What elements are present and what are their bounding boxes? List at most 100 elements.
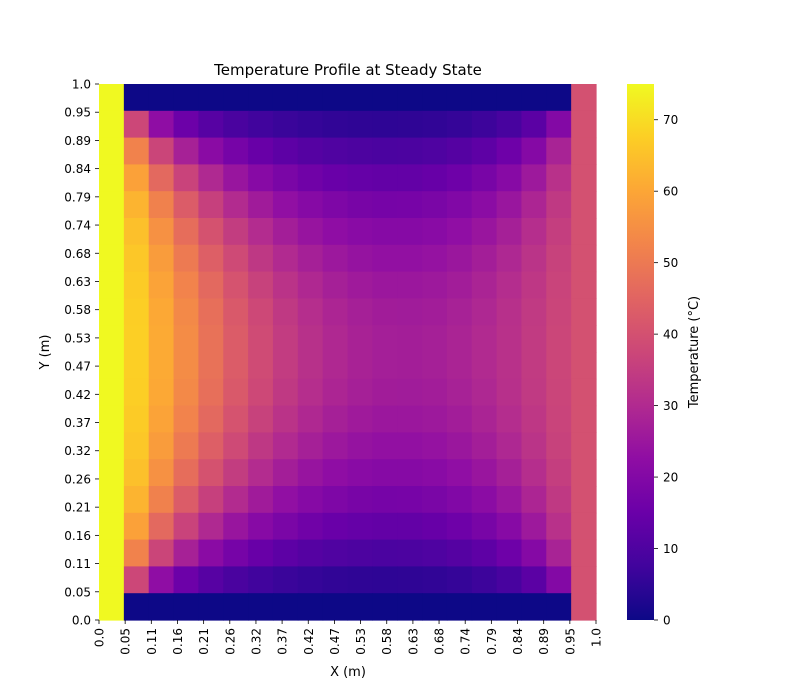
heatmap-cell (372, 486, 398, 514)
heatmap-cell (173, 84, 199, 112)
heatmap-cell (546, 352, 572, 380)
heatmap-cell (422, 164, 448, 192)
heatmap-cell (272, 271, 299, 299)
heatmap-cell (148, 271, 175, 299)
heatmap-cell (496, 164, 523, 192)
heatmap-cell (546, 405, 572, 433)
heatmap-cell (397, 405, 423, 433)
heatmap-cell (123, 566, 150, 594)
heatmap-cell (546, 191, 572, 219)
y-tick-label: 0.16 (64, 529, 91, 543)
heatmap-cell (521, 298, 547, 326)
heatmap-cell (496, 593, 523, 621)
heatmap-cell (272, 298, 299, 326)
heatmap-cell (173, 137, 199, 165)
heatmap-cell (521, 432, 547, 460)
heatmap-cell (422, 459, 448, 487)
heatmap-cell (223, 405, 249, 433)
heatmap-cell (571, 191, 597, 219)
heatmap-cell (521, 378, 547, 407)
heatmap-cell (422, 405, 448, 433)
heatmap-cell (446, 405, 473, 433)
heatmap-cell (496, 352, 523, 380)
heatmap-cell (521, 405, 547, 433)
heatmap-cell (546, 539, 572, 567)
x-tick-label: 0.0 (93, 628, 107, 647)
heatmap-cell (372, 405, 398, 433)
heatmap-cell (123, 110, 150, 139)
heatmap-cell (198, 218, 224, 246)
heatmap-cell (521, 244, 547, 273)
heatmap-cell (99, 539, 125, 567)
heatmap-cell (272, 84, 299, 112)
heatmap-cell (471, 378, 498, 407)
heatmap-cell (297, 432, 324, 460)
heatmap-cell (99, 271, 125, 299)
heatmap-cell (397, 432, 423, 460)
heatmap-cell (496, 271, 523, 299)
heatmap-cell (347, 271, 373, 299)
heatmap-cell (248, 378, 274, 407)
heatmap-cell (546, 593, 572, 621)
heatmap-cell (297, 566, 324, 594)
heatmap-cell (99, 244, 125, 273)
heatmap-cell (322, 110, 349, 139)
heatmap-cell (496, 84, 523, 112)
heatmap-cell (272, 137, 299, 165)
heatmap-cell (322, 405, 349, 433)
heatmap-cell (248, 110, 274, 139)
heatmap-cell (223, 486, 249, 514)
heatmap-cell (571, 164, 597, 192)
heatmap-cell (446, 271, 473, 299)
heatmap-cell (347, 486, 373, 514)
heatmap-cell (248, 244, 274, 273)
heatmap-cell (422, 352, 448, 380)
x-tick-label: 0.32 (249, 628, 263, 655)
heatmap-cell (198, 298, 224, 326)
heatmap-cell (322, 191, 349, 219)
heatmap-cell (173, 271, 199, 299)
heatmap-cell (99, 137, 125, 165)
heatmap-cell (422, 110, 448, 139)
heatmap-cell (123, 271, 150, 299)
y-tick-label: 0.79 (64, 190, 91, 204)
heatmap-cell (322, 218, 349, 246)
heatmap-cell (272, 110, 299, 139)
heatmap-cell (372, 164, 398, 192)
heatmap-cell (272, 191, 299, 219)
heatmap-cell (148, 218, 175, 246)
y-axis-ticks: 0.0 0.05 0.11 0.16 0.21 0.26 0.32 0.37 0.42 0.47 0… (64, 78, 99, 628)
heatmap-cell (99, 164, 125, 192)
heatmap-cell (521, 271, 547, 299)
heatmap-cell (148, 512, 175, 541)
heatmap-cell (446, 432, 473, 460)
heatmap-cell (248, 84, 274, 112)
heatmap-cell (198, 84, 224, 112)
heatmap-cell (123, 352, 150, 380)
heatmap-cell (223, 593, 249, 621)
y-tick-label: 0.63 (64, 275, 91, 289)
y-tick-label: 1.0 (72, 78, 91, 92)
colorbar-label: Temperature (°C) (687, 296, 702, 409)
heatmap-cell (571, 218, 597, 246)
heatmap-cell (272, 459, 299, 487)
heatmap-cell (173, 110, 199, 139)
heatmap-cell (322, 593, 349, 621)
heatmap-cell (322, 137, 349, 165)
heatmap-cell (99, 593, 125, 621)
heatmap-cell (248, 432, 274, 460)
heatmap-cell (272, 352, 299, 380)
heatmap-cell (148, 352, 175, 380)
heatmap-cell (347, 191, 373, 219)
heatmap-cell (422, 298, 448, 326)
heatmap-cell (422, 271, 448, 299)
heatmap-cell (123, 459, 150, 487)
heatmap-cell (446, 137, 473, 165)
heatmap-cell (123, 512, 150, 541)
heatmap-cell (173, 566, 199, 594)
heatmap-cell (546, 432, 572, 460)
heatmap-cell (347, 244, 373, 273)
heatmap-cell (123, 298, 150, 326)
heatmap-cell (471, 164, 498, 192)
heatmap-cell (347, 137, 373, 165)
